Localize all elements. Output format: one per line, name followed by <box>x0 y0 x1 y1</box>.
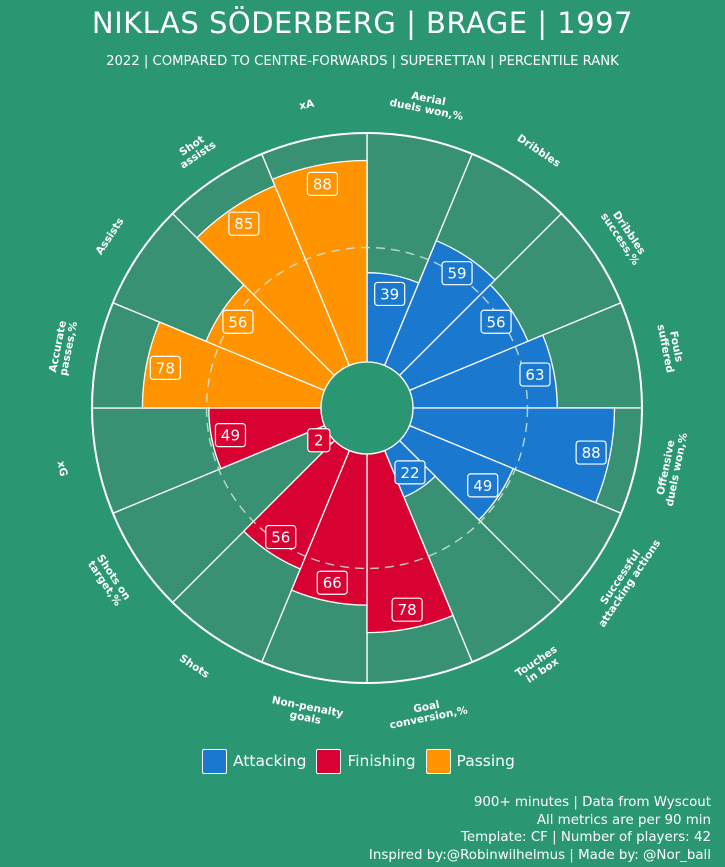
footer-line: All metrics are per 90 min <box>536 812 711 828</box>
category-label: Shotassists <box>172 130 219 172</box>
category-label: Shots ontarget,% <box>85 553 133 609</box>
category-label: Accuratepasses,% <box>47 318 80 377</box>
legend-item-finishing: Finishing <box>316 748 416 774</box>
value-label: 85 <box>234 215 253 233</box>
value-label: 88 <box>582 444 601 462</box>
value-label-box <box>441 261 473 286</box>
category-label-line: xA <box>298 97 316 112</box>
footer-line: Template: CF | Number of players: 42 <box>460 830 711 845</box>
value-label: 22 <box>400 464 419 482</box>
value-label-box <box>394 460 426 485</box>
category-label-line: Shots <box>177 652 212 681</box>
value-label: 49 <box>221 427 240 445</box>
value-label: 78 <box>398 601 417 619</box>
category-label-line: Fouls <box>667 330 685 363</box>
category-label-line: Goal <box>412 699 440 716</box>
value-label-box <box>214 423 247 448</box>
value-label: 39 <box>380 285 399 303</box>
center-hole <box>320 361 414 455</box>
category-label-line: xG <box>55 460 70 477</box>
value-label-box <box>222 309 254 334</box>
value-label-box <box>265 524 297 550</box>
value-label-box <box>307 428 331 453</box>
category-label: xA <box>298 97 316 112</box>
legend-swatch-finishing <box>316 748 342 774</box>
value-label: 63 <box>525 366 544 384</box>
value-label-box <box>575 440 607 465</box>
category-label: Aerialduels won,% <box>389 86 467 123</box>
legend-label-attacking: Attacking <box>233 752 307 770</box>
chart-title: NIKLAS SÖDERBERG | BRAGE | 1997 <box>91 6 634 40</box>
category-label: Offensiveduels won,% <box>653 429 690 507</box>
value-label: 78 <box>156 359 175 377</box>
value-label: 49 <box>473 477 492 495</box>
footer-line: 900+ minutes | Data from Wyscout <box>473 795 711 810</box>
value-label-box <box>480 309 512 334</box>
category-label: Assists <box>93 216 126 257</box>
legend-label-finishing: Finishing <box>347 752 416 770</box>
value-label: 59 <box>448 265 467 283</box>
outer-ring <box>91 132 643 684</box>
value-label-box <box>228 211 260 236</box>
legend-swatch-passing <box>425 748 451 774</box>
category-label: Foulssuffered <box>654 321 686 374</box>
value-label-box <box>306 171 339 196</box>
category-label: Shots <box>177 652 212 681</box>
value-label: 56 <box>487 313 506 331</box>
category-label: Goalconversion,% <box>387 693 470 731</box>
legend-item-attacking: Attacking <box>202 748 307 774</box>
footer-line: Inspired by:@Robinwilhelmus | Made by: @… <box>368 847 711 863</box>
value-label-box <box>519 362 551 387</box>
legend: Attacking Finishing Passing <box>202 746 525 776</box>
value-label-box <box>316 570 348 595</box>
value-label-box <box>374 281 406 307</box>
value-label: 88 <box>313 175 332 193</box>
category-label: Dribbles <box>515 132 563 169</box>
category-label-line: Dribbles <box>515 132 563 169</box>
value-label: 2 <box>314 432 324 450</box>
value-label: 56 <box>271 529 290 547</box>
legend-label-passing: Passing <box>456 752 515 770</box>
chart-subtitle: 2022 | COMPARED TO CENTRE-FORWARDS | SUP… <box>106 54 619 69</box>
value-label: 66 <box>323 574 342 592</box>
value-label-box <box>149 355 181 380</box>
category-label: Touchesin box <box>513 643 565 689</box>
category-label-line: Assists <box>93 216 126 257</box>
footer-notes: 900+ minutes | Data from Wyscout All met… <box>369 794 711 864</box>
value-label-box <box>467 473 499 498</box>
value-label-box <box>391 597 423 622</box>
value-label: 56 <box>228 313 247 331</box>
category-label: xG <box>55 460 70 477</box>
category-label: Non-penaltygoals <box>269 694 345 731</box>
category-label: Dribblessuccess,% <box>598 205 651 268</box>
reference-ring <box>205 246 529 570</box>
legend-swatch-attacking <box>202 748 227 774</box>
legend-item-passing: Passing <box>425 748 515 774</box>
